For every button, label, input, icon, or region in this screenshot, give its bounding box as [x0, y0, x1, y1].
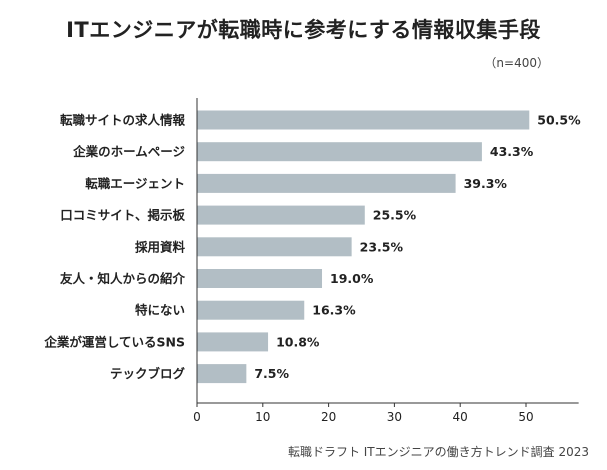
x-tick-label-20: 20	[321, 410, 336, 424]
bar-9	[197, 364, 247, 384]
category-label-9: テックブログ	[110, 366, 186, 381]
chart-title: ITエンジニアが転職時に参考にする情報収集手段	[66, 18, 541, 42]
bar-2	[197, 142, 482, 162]
category-label-6: 友人・知人からの紹介	[59, 271, 186, 286]
bar-5	[197, 237, 352, 257]
value-label-7: 16.3%	[312, 303, 356, 318]
value-label-6: 19.0%	[330, 271, 374, 286]
category-label-1: 転職サイトの求人情報	[60, 113, 186, 128]
x-tick-label-0: 0	[193, 410, 201, 424]
category-label-8: 企業が運営しているSNS	[43, 334, 185, 349]
bar-8	[197, 332, 269, 352]
bar-6	[197, 269, 323, 288]
x-tick-label-30: 30	[387, 410, 402, 424]
x-tick-label-10: 10	[255, 410, 270, 424]
category-label-2: 企業のホームページ	[72, 144, 185, 159]
source-caption: 転職ドラフト ITエンジニアの働き方トレンド調査 2023	[287, 445, 589, 459]
bar-4	[197, 205, 365, 225]
value-label-1: 50.5%	[537, 113, 581, 128]
value-label-8: 10.8%	[276, 334, 320, 349]
x-tick-label-40: 40	[453, 410, 468, 424]
category-label-4: 口コミサイト、掲示板	[60, 208, 185, 223]
bar-1	[197, 110, 530, 130]
value-label-4: 25.5%	[373, 208, 417, 223]
value-label-5: 23.5%	[360, 239, 404, 254]
category-label-7: 特にない	[135, 303, 185, 318]
bar-3	[197, 173, 456, 193]
value-label-2: 43.3%	[490, 144, 534, 159]
category-label-3: 転職エージェント	[85, 176, 185, 191]
bar-7	[197, 300, 305, 320]
category-label-5: 採用資料	[135, 239, 186, 254]
value-label-9: 7.5%	[254, 366, 289, 381]
value-label-3: 39.3%	[464, 176, 508, 191]
sample-size-note: （n=400）	[484, 56, 549, 70]
x-tick-label-50: 50	[518, 410, 533, 424]
